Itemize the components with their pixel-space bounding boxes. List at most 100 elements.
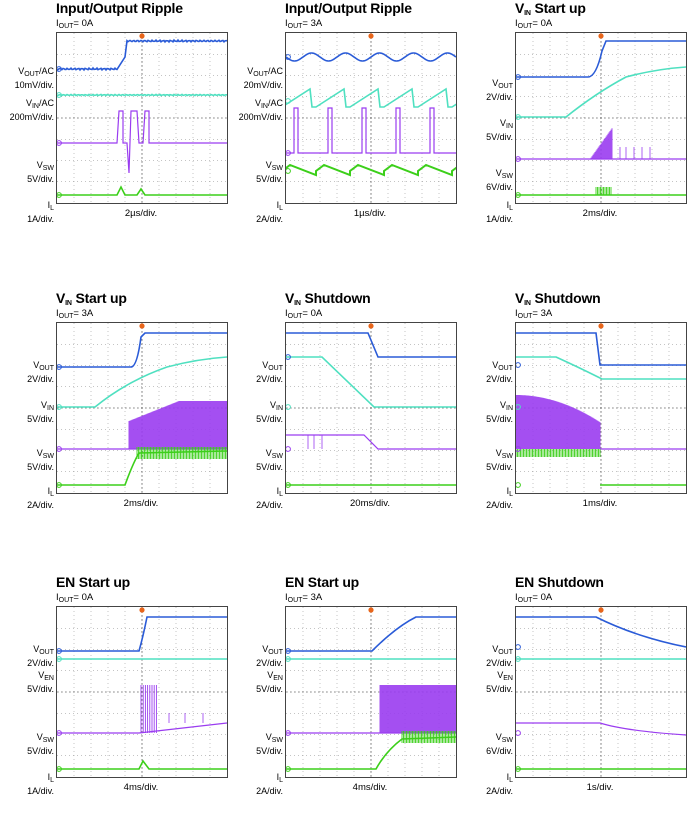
- channel-marker: [57, 648, 62, 654]
- channel-label: VIN 5V/div.: [459, 400, 513, 424]
- title-subscript: IN: [524, 300, 531, 307]
- channel-label: VSW 5V/div.: [0, 448, 54, 472]
- title-main: V: [515, 290, 525, 306]
- timebase-label: 1ms/div.: [582, 498, 618, 509]
- il-trace: [57, 185, 227, 196]
- title-main: Input/Output Ripple: [56, 0, 183, 16]
- channel-name: I: [47, 486, 51, 496]
- channel-subscript: IN: [31, 103, 39, 110]
- channel-scale: 2V/div.: [486, 658, 513, 668]
- vsw-burst: [128, 401, 227, 449]
- channel-marker: [57, 192, 62, 198]
- channel-subscript: L: [509, 777, 513, 784]
- channel-subscript: OUT: [498, 365, 513, 372]
- vout-trace: [57, 38, 227, 72]
- title-main: V: [56, 290, 66, 306]
- channel-name: I: [276, 486, 280, 496]
- channel-label: VIN/AC 200mV/div.: [0, 98, 54, 122]
- channel-subscript: OUT: [498, 83, 513, 90]
- channel-scale: 2V/div.: [256, 658, 283, 668]
- channel-name: V: [499, 400, 506, 410]
- channel-label: VIN 5V/div.: [229, 400, 283, 424]
- channel-marker: [286, 446, 291, 452]
- channel-marker: [516, 114, 521, 120]
- panel-title: VIN Shutdown: [515, 290, 601, 307]
- channel-label: VOUT 2V/div.: [459, 360, 513, 384]
- channel-label: VEN 5V/div.: [229, 670, 283, 694]
- channel-name: V: [495, 448, 502, 458]
- channel-marker: [286, 404, 291, 410]
- channel-name: V: [33, 360, 40, 370]
- channel-scale: 5V/div.: [486, 684, 513, 694]
- il-burst: [136, 447, 227, 459]
- channel-marker: [57, 730, 62, 736]
- channel-subscript: SW: [501, 453, 513, 460]
- channel-subscript: OUT: [498, 649, 513, 656]
- il-burst: [516, 449, 601, 457]
- channel-name: I: [506, 772, 510, 782]
- channel-marker: [516, 482, 521, 488]
- channel-marker: [286, 482, 291, 488]
- scope-traces: [57, 33, 227, 203]
- scope-traces: [286, 323, 456, 493]
- trigger-marker: [598, 323, 604, 329]
- channel-marker: [57, 656, 62, 662]
- scope-screen: [285, 606, 457, 778]
- vsw-trace: [57, 722, 227, 734]
- trigger-marker: [139, 323, 145, 329]
- channel-subscript: SW: [42, 165, 54, 172]
- vin-trace: [286, 87, 456, 108]
- channel-label: VIN/AC 200mV/div.: [229, 98, 283, 122]
- condition-subscript: OUT: [287, 23, 303, 30]
- channel-marker: [286, 354, 291, 360]
- channel-scale: 5V/div.: [27, 684, 54, 694]
- channel-name: I: [47, 200, 51, 210]
- channel-scale: 5V/div.: [27, 174, 54, 184]
- channel-name: V: [265, 732, 272, 742]
- scope-panel: Input/Output Ripple IOUT= 3A VOUT/AC 20mV/d…: [229, 0, 457, 263]
- channel-name: V: [495, 732, 502, 742]
- channel-label: VOUT 2V/div.: [0, 360, 54, 384]
- channel-scale: 2V/div.: [256, 374, 283, 384]
- vout-trace: [516, 40, 686, 78]
- channel-scale: 2V/div.: [486, 92, 513, 102]
- trigger-marker: [368, 607, 374, 613]
- channel-name: V: [492, 78, 499, 88]
- channel-subscript: OUT: [268, 365, 283, 372]
- channel-label: VSW 6V/div.: [459, 732, 513, 756]
- graticule: [516, 607, 686, 777]
- channel-marker: [516, 156, 521, 162]
- channel-scale: 2A/div.: [486, 500, 513, 510]
- channel-marker: [57, 446, 62, 452]
- graticule: [286, 607, 456, 777]
- channel-scale: 2A/div.: [27, 500, 54, 510]
- channel-label: VEN 5V/div.: [0, 670, 54, 694]
- condition-value: = 0A: [532, 592, 553, 603]
- timebase-label: 1s/div.: [586, 782, 614, 793]
- channel-subscript: OUT: [253, 71, 268, 78]
- vout-trace: [57, 616, 227, 652]
- channel-subscript: OUT: [39, 649, 54, 656]
- channel-scale: 20mV/div.: [243, 80, 283, 90]
- channel-marker: [516, 644, 521, 650]
- trigger-marker: [598, 607, 604, 613]
- title-main: EN Shutdown: [515, 574, 604, 590]
- channel-marker: [57, 92, 62, 98]
- channel-scale: 2V/div.: [27, 374, 54, 384]
- channel-marker: [57, 364, 62, 370]
- channel-scale: 2A/div.: [256, 500, 283, 510]
- load-condition: IOUT= 0A: [56, 592, 94, 604]
- channel-subscript: L: [50, 777, 54, 784]
- panel-title: VIN Start up: [56, 290, 127, 307]
- channel-subscript: SW: [271, 165, 283, 172]
- channel-name: V: [495, 168, 502, 178]
- scope-panel: VIN Start up IOUT= 0A VOUT 2V/div. VIN 5V/div…: [459, 0, 687, 263]
- vin-trace: [57, 356, 227, 408]
- vin-trace: [516, 66, 686, 118]
- load-condition: IOUT= 3A: [285, 18, 323, 30]
- channel-name: V: [36, 732, 43, 742]
- channel-name: V: [25, 98, 32, 108]
- channel-scale: 2V/div.: [486, 374, 513, 384]
- graticule: [516, 33, 686, 203]
- channel-scale: 5V/div.: [27, 414, 54, 424]
